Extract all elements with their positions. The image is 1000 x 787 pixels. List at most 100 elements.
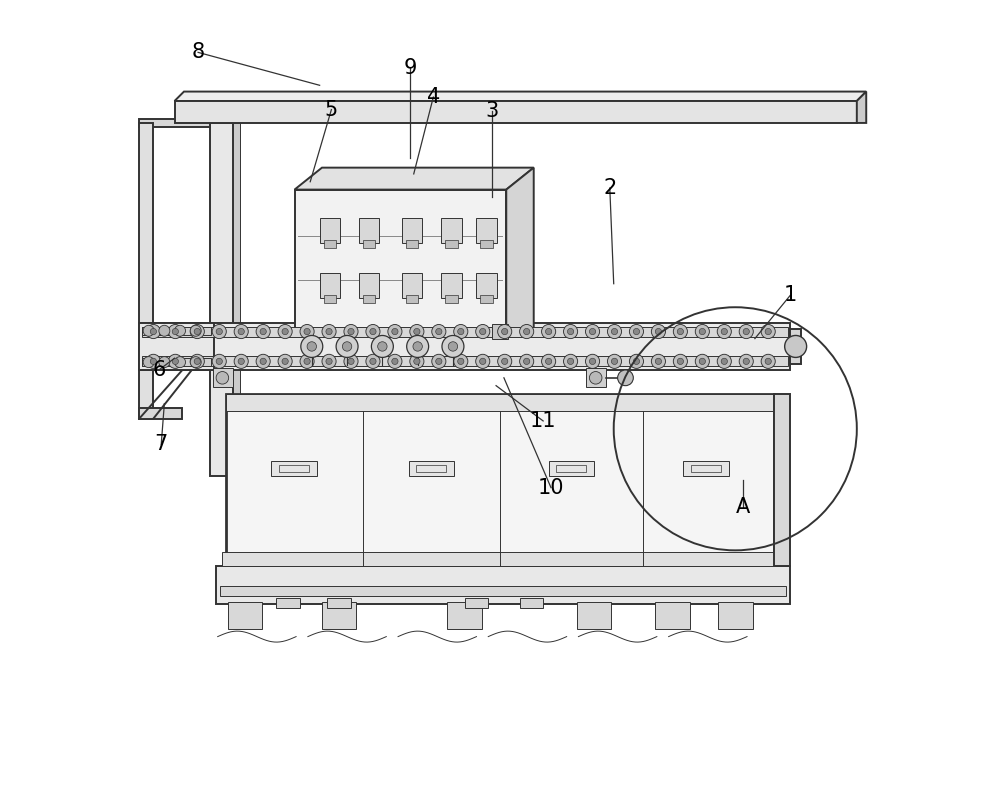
Bar — [549, 460, 594, 476]
Bar — [363, 294, 375, 302]
Bar — [213, 368, 233, 387]
Bar — [327, 598, 351, 608]
Bar — [409, 460, 454, 476]
Bar — [359, 273, 379, 297]
Circle shape — [301, 335, 323, 357]
Circle shape — [611, 328, 618, 334]
Circle shape — [378, 342, 387, 351]
Circle shape — [498, 354, 512, 368]
Bar — [216, 566, 790, 604]
Circle shape — [168, 354, 182, 368]
Circle shape — [633, 358, 640, 364]
Bar — [220, 586, 786, 596]
Circle shape — [589, 328, 596, 334]
Circle shape — [172, 328, 178, 334]
Circle shape — [344, 354, 358, 368]
Bar — [402, 218, 422, 243]
Bar — [322, 602, 356, 629]
Circle shape — [458, 358, 464, 364]
Text: A: A — [736, 497, 750, 517]
Circle shape — [238, 328, 244, 334]
Circle shape — [520, 354, 534, 368]
Text: 2: 2 — [603, 178, 616, 198]
Bar — [324, 294, 336, 302]
Bar — [655, 602, 690, 629]
Circle shape — [761, 354, 775, 368]
Bar — [175, 101, 857, 123]
Text: 7: 7 — [155, 434, 168, 454]
Circle shape — [212, 324, 226, 338]
Bar — [577, 602, 611, 629]
Bar — [320, 218, 340, 243]
Circle shape — [743, 358, 749, 364]
Circle shape — [388, 354, 402, 368]
Circle shape — [407, 335, 429, 357]
Bar — [476, 218, 497, 243]
Circle shape — [454, 324, 468, 338]
Bar — [586, 368, 606, 387]
Bar — [139, 408, 182, 419]
Circle shape — [172, 358, 178, 364]
Bar — [790, 329, 801, 364]
Bar — [139, 323, 214, 370]
Circle shape — [190, 324, 204, 338]
Circle shape — [677, 328, 684, 334]
Circle shape — [785, 335, 807, 357]
Bar — [142, 358, 211, 366]
Circle shape — [371, 335, 393, 357]
Bar — [142, 327, 211, 334]
Circle shape — [655, 328, 662, 334]
Bar — [492, 324, 508, 338]
Circle shape — [342, 342, 352, 351]
Circle shape — [739, 354, 753, 368]
Circle shape — [585, 324, 600, 338]
Polygon shape — [506, 168, 534, 334]
Circle shape — [607, 324, 622, 338]
Text: 3: 3 — [486, 102, 499, 121]
Bar — [445, 240, 458, 248]
Bar — [520, 598, 543, 608]
Circle shape — [695, 324, 709, 338]
Circle shape — [567, 328, 574, 334]
Circle shape — [326, 358, 332, 364]
Circle shape — [238, 358, 244, 364]
Bar — [441, 218, 462, 243]
Circle shape — [159, 325, 170, 336]
Circle shape — [633, 328, 640, 334]
Circle shape — [476, 324, 490, 338]
Circle shape — [651, 324, 665, 338]
Circle shape — [348, 358, 354, 364]
Circle shape — [366, 354, 380, 368]
Circle shape — [300, 324, 314, 338]
Circle shape — [502, 328, 508, 334]
Circle shape — [278, 324, 292, 338]
Text: 1: 1 — [784, 286, 797, 305]
Circle shape — [194, 328, 200, 334]
Circle shape — [146, 354, 160, 368]
Text: 9: 9 — [403, 58, 417, 78]
Bar — [271, 460, 317, 476]
Circle shape — [721, 358, 727, 364]
Circle shape — [150, 358, 157, 364]
Circle shape — [436, 328, 442, 334]
Circle shape — [611, 358, 618, 364]
Circle shape — [585, 354, 600, 368]
Bar — [441, 273, 462, 297]
Circle shape — [190, 325, 201, 336]
Circle shape — [143, 325, 154, 336]
Circle shape — [256, 324, 270, 338]
Circle shape — [175, 357, 186, 368]
Circle shape — [480, 328, 486, 334]
Text: 10: 10 — [538, 478, 564, 497]
Circle shape — [448, 342, 458, 351]
Circle shape — [366, 324, 380, 338]
Circle shape — [143, 357, 154, 368]
Circle shape — [392, 358, 398, 364]
Circle shape — [168, 324, 182, 338]
Bar — [139, 323, 790, 370]
Circle shape — [655, 358, 662, 364]
Circle shape — [673, 354, 687, 368]
Bar — [363, 240, 375, 248]
Circle shape — [524, 358, 530, 364]
Bar — [233, 123, 240, 476]
